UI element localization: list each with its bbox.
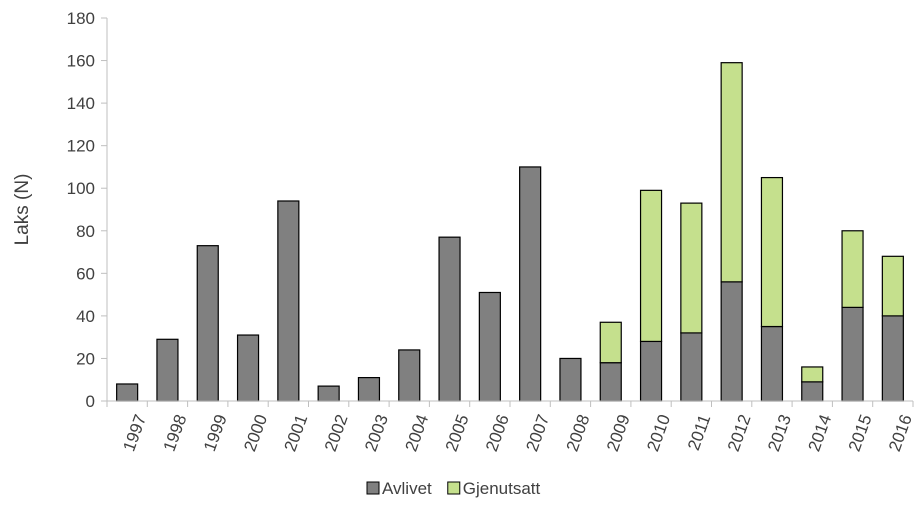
bars [116, 62, 904, 402]
x-tick-label: 1998 [160, 412, 191, 454]
x-tick-label: 2003 [361, 412, 392, 454]
x-tick-label: 2001 [281, 412, 312, 454]
y-tick-label: 160 [67, 52, 95, 71]
legend-swatch-avlivet [366, 481, 380, 495]
x-tick-label: 1997 [119, 412, 150, 454]
bar-gjenutsatt-2015 [841, 230, 864, 308]
legend-label-gjenutsatt: Gjenutsatt [463, 479, 541, 498]
x-tick-label: 2005 [442, 412, 473, 454]
bar-gjenutsatt-2013 [760, 176, 784, 328]
y-tick-label: 40 [76, 307, 95, 326]
x-tick-label: 2010 [643, 412, 674, 454]
bar-avlivet-2007 [519, 166, 542, 402]
bar-avlivet-2006 [478, 291, 501, 402]
bar-avlivet-2010 [639, 340, 663, 402]
bar-avlivet-2015 [841, 306, 864, 402]
legend-label-avlivet: Avlivet [382, 479, 432, 498]
bar-avlivet-1998 [156, 338, 179, 402]
x-axis-ticks: 1997 1998 1999 2000 2001 2002 2003 2004 2005 2006… [119, 412, 914, 454]
y-tick-label: 60 [76, 264, 95, 283]
y-tick-label: 120 [67, 137, 95, 156]
bar-gjenutsatt-2012 [720, 62, 743, 283]
bar-gjenutsatt-2010 [639, 189, 663, 343]
x-tick-label: 2006 [482, 412, 513, 454]
y-tick-label: 20 [76, 349, 95, 368]
x-tick-label: 2015 [845, 412, 876, 454]
y-tick-label: 180 [67, 9, 95, 28]
bar-avlivet-2000 [236, 334, 260, 402]
bar-avlivet-1999 [196, 245, 219, 402]
bar-avlivet-2012 [720, 281, 743, 402]
bar-avlivet-2002 [317, 385, 340, 402]
x-tick-label: 2012 [724, 412, 755, 454]
bar-avlivet-2005 [438, 236, 461, 402]
bar-avlivet-2001 [277, 200, 300, 402]
axes [106, 18, 914, 407]
x-tick-label: 1999 [200, 412, 231, 454]
bar-gjenutsatt-2016 [881, 255, 904, 317]
bar-avlivet-2008 [559, 357, 582, 402]
y-axis-ticks: 0 20 40 60 80 100 120 140 160 180 [67, 9, 107, 411]
bar-avlivet-2011 [680, 332, 703, 402]
bar-avlivet-2003 [357, 376, 381, 402]
bar-gjenutsatt-2009 [599, 321, 622, 364]
legend-swatch-gjenutsatt [447, 481, 461, 495]
y-tick-label: 80 [76, 222, 95, 241]
x-tick-label: 2000 [240, 412, 271, 454]
bar-avlivet-2004 [398, 349, 421, 402]
bar-avlivet-2014 [801, 381, 824, 402]
bar-avlivet-2009 [599, 362, 622, 402]
bar-avlivet-1997 [116, 383, 139, 402]
x-tick-label: 2009 [603, 412, 634, 454]
bar-avlivet-2013 [760, 325, 784, 402]
x-tick-label: 2011 [684, 412, 714, 453]
bar-gjenutsatt-2014 [801, 366, 824, 383]
y-tick-label: 100 [67, 179, 95, 198]
x-tick-label: 2016 [885, 412, 914, 454]
y-tick-label: 140 [67, 94, 95, 113]
bar-gjenutsatt-2011 [680, 202, 703, 334]
x-tick-label: 2004 [401, 412, 432, 454]
y-axis-title: Laks (N) [12, 174, 33, 246]
x-tick-label: 2008 [563, 412, 594, 454]
x-tick-label: 2007 [522, 412, 553, 454]
x-tick-label: 2013 [764, 412, 795, 454]
x-tick-label: 2014 [804, 412, 835, 454]
legend: Avlivet Gjenutsatt [366, 479, 541, 498]
x-tick-label: 2002 [321, 412, 352, 454]
y-tick-label: 0 [86, 392, 95, 411]
bar-avlivet-2016 [881, 315, 904, 402]
